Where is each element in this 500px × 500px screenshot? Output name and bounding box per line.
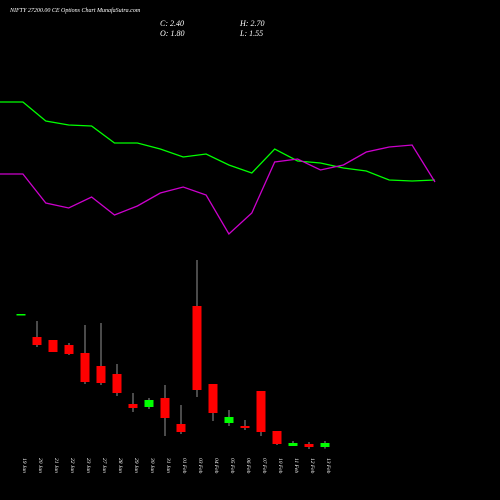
candle-body [272, 431, 282, 444]
candle-body [32, 337, 42, 345]
ohlc-close: C: 2.40 [160, 19, 184, 28]
candle-body [16, 314, 26, 316]
candle-body [240, 426, 250, 428]
candle-body [112, 374, 122, 393]
indicator-line [0, 144, 436, 236]
candle-body [128, 404, 138, 408]
candle-body [224, 417, 234, 423]
x-tick-label: 22 Jan [69, 458, 75, 473]
candle-body [320, 443, 330, 447]
indicator-line [0, 101, 436, 182]
candle-body [208, 384, 218, 413]
x-tick-label: 27 Jan [101, 458, 107, 473]
candle-body [304, 444, 314, 447]
x-tick-label: 29 Jan [133, 458, 139, 473]
x-tick-label: 10 Feb [277, 458, 283, 474]
x-tick-label: 20 Jan [37, 458, 43, 473]
candle-body [144, 400, 154, 407]
candle-body [288, 443, 298, 446]
x-tick-label: 31 Jan [165, 457, 171, 473]
x-tick-label: 06 Feb [245, 458, 251, 474]
x-tick-label: 01 Feb [181, 458, 187, 474]
candle-body [192, 306, 202, 390]
candle-body [80, 353, 90, 382]
x-tick-label: 23 Jan [85, 458, 91, 473]
candle-body [48, 340, 58, 352]
x-tick-label: 12 Feb [309, 458, 315, 474]
ohlc-high: H: 2.70 [239, 19, 264, 28]
candle-body [256, 391, 266, 432]
x-tick-label: 04 Feb [213, 458, 220, 474]
candle-body [64, 345, 74, 354]
chart-title: NIFTY 27200.00 CE Options Chart MunafaSu… [9, 7, 141, 14]
x-tick-label: 21 Jan [53, 458, 59, 473]
x-tick-label: 07 Feb [261, 458, 267, 474]
candle-body [160, 398, 170, 418]
x-tick-label: 19 Jan [21, 458, 27, 473]
x-tick-label: 13 Feb [325, 458, 331, 474]
x-tick-label: 03 Feb [197, 458, 203, 474]
x-tick-label: 28 Jan [117, 458, 123, 473]
candle-body [176, 424, 186, 432]
x-tick-label: 30 Jan [149, 457, 155, 473]
ohlc-open: O: 1.80 [160, 29, 184, 38]
x-tick-label: 05 Feb [229, 458, 235, 474]
candle-body [96, 366, 106, 383]
ohlc-low: L: 1.55 [239, 29, 263, 38]
x-tick-label: 11 Feb [293, 458, 299, 473]
